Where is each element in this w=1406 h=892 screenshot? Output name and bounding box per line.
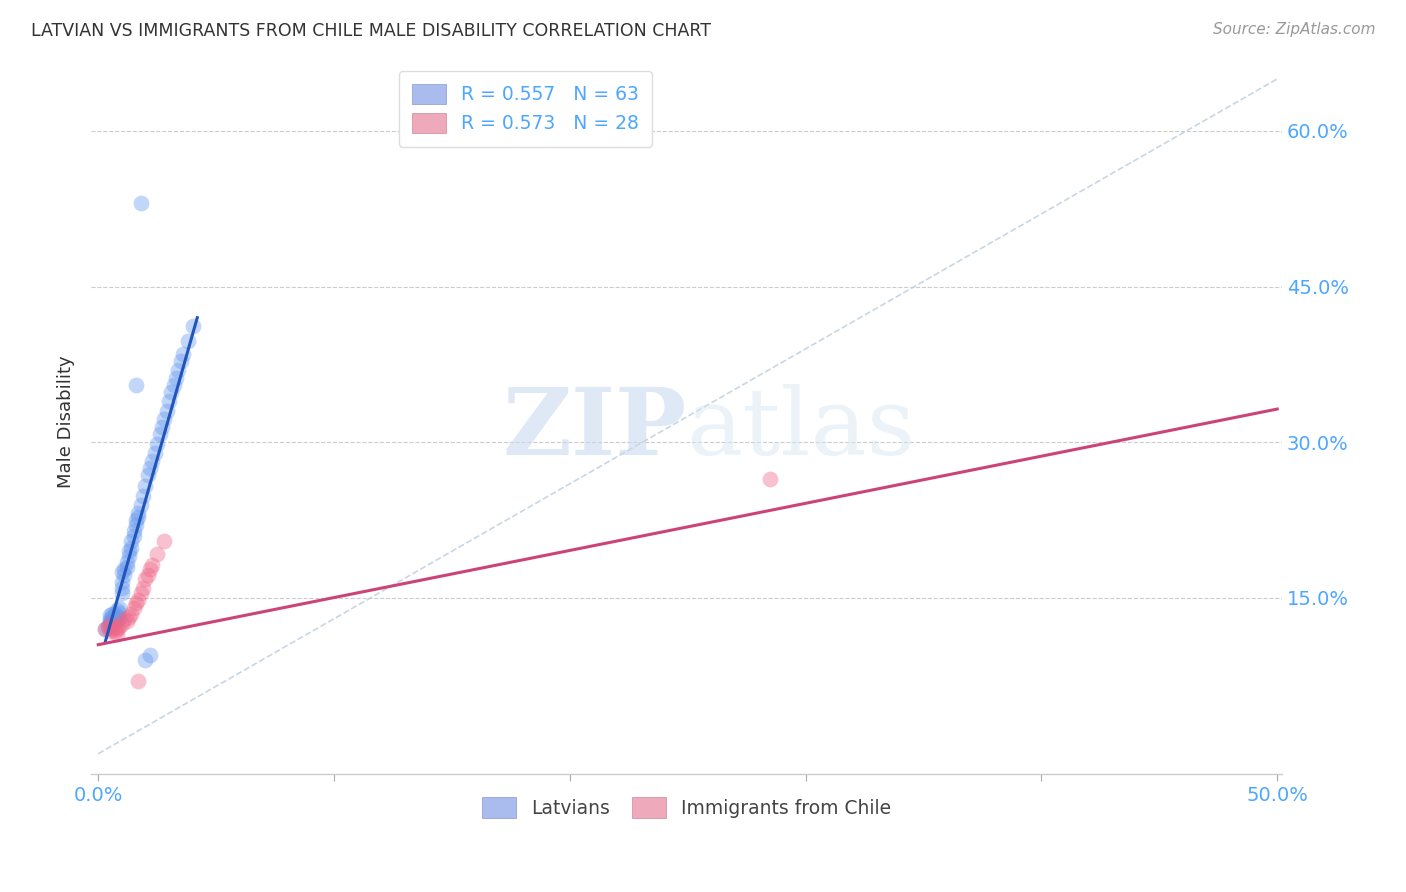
Point [112, 568, 135, 582]
Point [134, 653, 156, 667]
Point [104, 612, 127, 626]
Point [105, 613, 128, 627]
Point [108, 611, 131, 625]
Point [177, 334, 200, 348]
Point [111, 586, 134, 600]
Point [759, 472, 782, 486]
Point [104, 615, 127, 629]
Point [111, 575, 134, 590]
Legend: Latvians, Immigrants from Chile: Latvians, Immigrants from Chile [475, 789, 898, 825]
Text: LATVIAN VS IMMIGRANTS FROM CHILE MALE DISABILITY CORRELATION CHART: LATVIAN VS IMMIGRANTS FROM CHILE MALE DI… [31, 22, 711, 40]
Point [112, 562, 135, 576]
Point [111, 565, 134, 579]
Point [134, 479, 156, 493]
Point [127, 593, 149, 607]
Point [97, 620, 120, 634]
Y-axis label: Male Disability: Male Disability [58, 355, 75, 488]
Point [101, 607, 124, 621]
Point [146, 548, 169, 562]
Point [120, 541, 142, 556]
Point [127, 506, 149, 520]
Point [105, 603, 128, 617]
Point [98, 615, 121, 630]
Point [111, 616, 134, 631]
Point [139, 461, 162, 475]
Point [98, 616, 121, 631]
Text: Source: ZipAtlas.com: Source: ZipAtlas.com [1212, 22, 1375, 37]
Point [141, 454, 163, 468]
Point [122, 529, 145, 543]
Point [141, 558, 163, 572]
Point [115, 614, 138, 628]
Point [165, 371, 187, 385]
Point [181, 318, 204, 333]
Point [127, 673, 149, 688]
Point [98, 614, 121, 628]
Point [105, 627, 128, 641]
Point [112, 612, 135, 626]
Point [118, 609, 141, 624]
Point [120, 533, 142, 548]
Point [132, 489, 155, 503]
Point [125, 596, 148, 610]
Point [104, 624, 127, 639]
Point [122, 601, 145, 615]
Point [115, 555, 138, 569]
Point [94, 622, 117, 636]
Point [155, 404, 177, 418]
Point [150, 419, 173, 434]
Point [160, 385, 183, 400]
Point [105, 608, 128, 623]
Point [120, 607, 142, 621]
Point [129, 586, 152, 600]
Point [170, 354, 193, 368]
Point [153, 412, 176, 426]
Point [105, 622, 128, 636]
Point [125, 378, 148, 392]
Point [127, 510, 149, 524]
Point [98, 618, 121, 632]
Point [101, 622, 124, 636]
Point [134, 572, 156, 586]
Point [104, 620, 127, 634]
Point [118, 549, 141, 564]
Point [125, 518, 148, 533]
Text: atlas: atlas [686, 384, 915, 474]
Point [108, 620, 131, 634]
Point [143, 445, 166, 459]
Point [98, 607, 121, 622]
Point [172, 347, 194, 361]
Point [136, 568, 159, 582]
Point [132, 581, 155, 595]
Point [129, 196, 152, 211]
Point [139, 562, 162, 576]
Point [122, 524, 145, 538]
Point [118, 544, 141, 558]
Point [101, 609, 124, 624]
Text: ZIP: ZIP [502, 384, 686, 474]
Point [157, 393, 180, 408]
Point [146, 437, 169, 451]
Point [98, 620, 121, 634]
Point [108, 606, 131, 620]
Point [111, 581, 134, 595]
Point [163, 378, 186, 392]
Point [136, 468, 159, 483]
Point [108, 601, 131, 615]
Point [94, 622, 117, 636]
Point [153, 533, 176, 548]
Point [97, 620, 120, 634]
Point [98, 612, 121, 626]
Point [98, 624, 121, 639]
Point [104, 607, 127, 621]
Point [129, 498, 152, 512]
Point [101, 614, 124, 628]
Point [125, 513, 148, 527]
Point [167, 362, 190, 376]
Point [148, 426, 170, 441]
Point [139, 648, 162, 662]
Point [115, 559, 138, 574]
